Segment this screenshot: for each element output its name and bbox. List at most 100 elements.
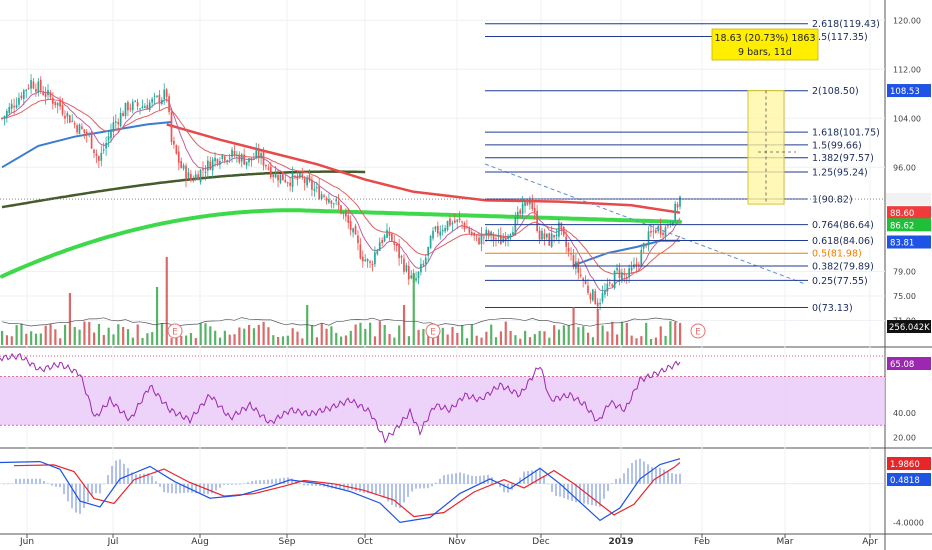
candle-body	[608, 282, 611, 284]
candle-body	[248, 158, 250, 163]
macd-histogram-bar	[219, 483, 221, 488]
candle-body	[185, 165, 187, 180]
macd-histogram-bar	[75, 483, 77, 513]
macd-histogram-bar	[371, 483, 373, 494]
candle-body	[78, 124, 81, 135]
volume-bar	[39, 333, 42, 345]
volume-bar	[59, 338, 62, 345]
volume-bar	[189, 332, 193, 345]
volume-bar	[281, 336, 285, 345]
macd-histogram-bar	[439, 478, 441, 484]
macd-histogram-bar	[635, 459, 637, 484]
candle-body	[25, 89, 28, 91]
macd-histogram-bar	[307, 483, 309, 486]
candle-body	[231, 149, 233, 157]
macd-histogram-bar	[523, 471, 525, 484]
volume-bar	[591, 337, 595, 345]
volume-bar	[369, 322, 372, 345]
volume-bar	[228, 334, 231, 345]
candle-body	[499, 235, 502, 245]
volume-bar	[640, 336, 643, 345]
macd-histogram-bar	[427, 483, 429, 489]
macd-histogram-bar	[95, 483, 97, 494]
candle-body	[533, 207, 536, 213]
macd-tick-label: -4.0000	[893, 518, 924, 527]
macd-histogram-bar	[539, 469, 541, 484]
candle-body	[170, 111, 173, 143]
candle-body	[148, 102, 151, 111]
candle-body	[439, 231, 442, 236]
candle-body	[473, 232, 476, 236]
macd-histogram-bar	[407, 483, 409, 497]
candle-body	[366, 259, 369, 262]
volume-bar	[34, 333, 38, 345]
volume-bar	[557, 329, 561, 345]
candle-body	[606, 283, 609, 292]
volume-bar	[88, 321, 91, 345]
candle-body	[483, 236, 485, 238]
volume-bar	[664, 335, 667, 345]
macd-histogram-bar	[599, 483, 601, 507]
volume-bar	[5, 335, 9, 345]
candle-body	[245, 161, 248, 166]
volume-bar	[68, 293, 71, 345]
volume-bar	[209, 326, 212, 345]
measure-label-box	[711, 28, 819, 61]
volume-bar	[407, 336, 410, 345]
measure-label-line1: 18.63 (20.73%) 1863	[714, 33, 815, 44]
volume-bar	[320, 323, 323, 345]
candle-body	[279, 174, 282, 183]
fib-level-label: 1.25(95.24)	[812, 167, 868, 178]
candle-body	[114, 121, 117, 123]
macd-histogram-bar	[571, 483, 573, 501]
candle-body	[352, 228, 354, 233]
candle-body	[545, 233, 548, 238]
candle-body	[434, 226, 437, 230]
candle-body	[582, 278, 584, 281]
candle-body	[180, 161, 183, 168]
candle-body	[441, 230, 444, 232]
candle-body	[604, 290, 606, 295]
macd-histogram-bar	[131, 472, 133, 484]
candle-body	[531, 200, 534, 210]
macd-histogram-bar	[351, 483, 353, 491]
macd-histogram-bar	[339, 483, 341, 490]
volume-bar	[645, 322, 648, 345]
volume-bar	[679, 322, 682, 345]
price-badge	[887, 235, 931, 249]
volume-bar	[335, 332, 338, 345]
x-tick-label: Aug	[191, 537, 209, 547]
volume-bar	[330, 326, 333, 345]
candle-body	[255, 150, 258, 158]
macd-histogram-bar	[543, 476, 545, 484]
candle-body	[323, 195, 325, 197]
candle-body	[289, 182, 291, 186]
volume-bar	[296, 331, 299, 345]
candle-body	[621, 272, 623, 281]
candle-body	[616, 267, 618, 271]
candle-body	[141, 106, 144, 109]
volume-bar	[485, 331, 488, 345]
candle-body	[18, 97, 20, 105]
macd-histogram-bar	[251, 481, 253, 484]
candle-body	[187, 172, 190, 179]
macd-histogram-bar	[499, 483, 501, 488]
candle-body	[487, 231, 490, 237]
candle-body	[204, 171, 207, 173]
volume-bar	[538, 330, 541, 345]
macd-histogram-bar	[211, 483, 213, 494]
ema-red-line	[166, 123, 681, 214]
fib-level-label: 0.25(77.55)	[812, 276, 868, 287]
macd-histogram-bar	[395, 483, 397, 508]
candle-body	[100, 152, 103, 161]
candle-body	[76, 125, 78, 133]
macd-histogram-bar	[331, 483, 333, 489]
candle-body	[260, 153, 262, 159]
candle-body	[613, 270, 616, 289]
macd-histogram-bar	[243, 483, 245, 484]
candle-body	[136, 101, 139, 107]
candle-body	[671, 221, 674, 226]
x-tick-label: Mar	[777, 537, 794, 547]
candle-body	[88, 133, 91, 135]
candle-body	[497, 235, 500, 238]
